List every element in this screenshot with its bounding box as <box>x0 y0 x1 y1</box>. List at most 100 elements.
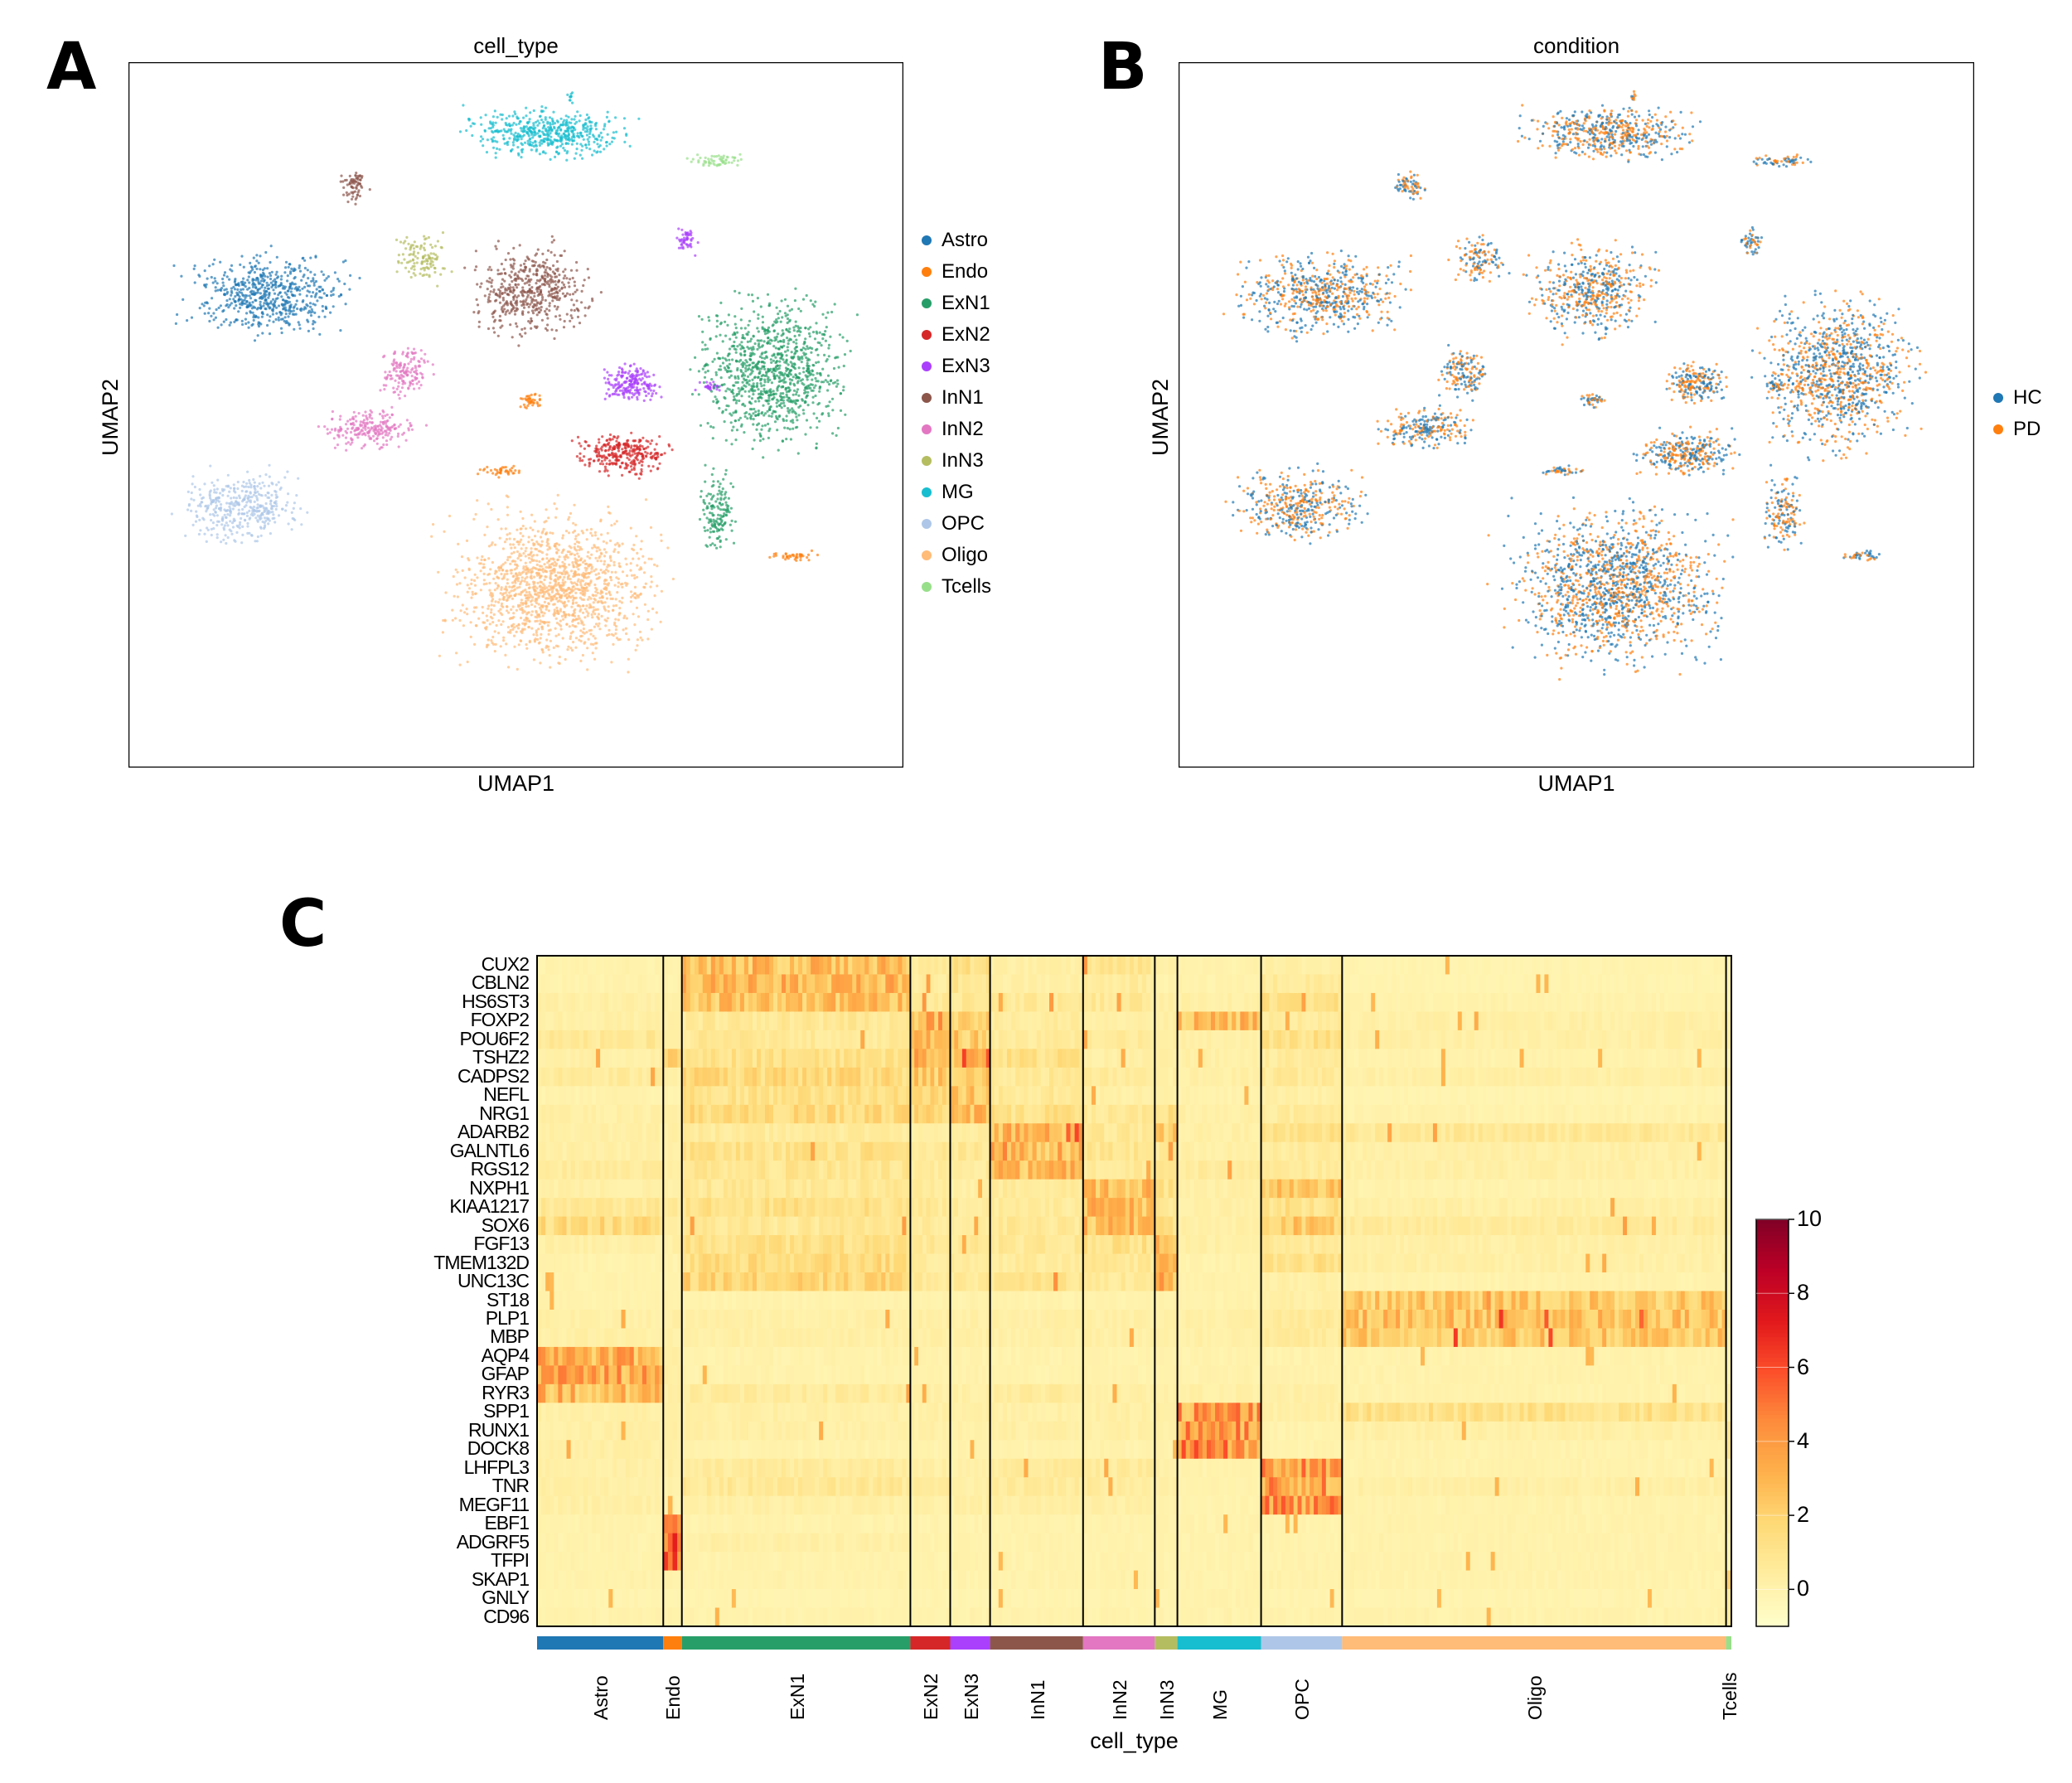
umap-point <box>784 387 787 390</box>
umap-point <box>512 298 516 301</box>
umap-point <box>255 510 259 513</box>
umap-point <box>538 394 541 397</box>
umap-point <box>242 283 245 287</box>
umap-point <box>767 326 771 329</box>
umap-point <box>381 409 385 413</box>
umap-point <box>719 514 723 517</box>
umap-point <box>713 155 716 158</box>
umap-point <box>733 398 737 401</box>
umap-point <box>545 328 549 332</box>
umap-point <box>602 128 606 131</box>
umap-point <box>272 320 275 323</box>
umap-point <box>264 298 268 302</box>
umap-point <box>721 340 724 343</box>
umap-point <box>750 397 754 400</box>
umap-point <box>813 304 816 308</box>
umap-point <box>204 301 207 304</box>
umap-point <box>536 248 540 251</box>
umap-point <box>645 375 649 379</box>
umap-point <box>312 319 315 323</box>
umap-point <box>229 487 232 490</box>
umap-point <box>273 301 276 304</box>
umap-point <box>246 305 249 308</box>
umap-point <box>760 345 763 348</box>
umap-point <box>272 305 275 308</box>
umap-point <box>591 153 594 157</box>
umap-point <box>550 235 554 238</box>
umap-point <box>806 346 810 351</box>
umap-point <box>538 141 541 144</box>
umap-point <box>246 497 249 500</box>
umap-point <box>597 459 600 463</box>
umap-point <box>732 541 736 545</box>
umap-point <box>550 288 554 292</box>
umap-point <box>694 356 697 359</box>
umap-point <box>821 367 825 371</box>
umap-point <box>627 638 631 642</box>
umap-point <box>743 390 747 393</box>
umap-point <box>573 157 576 160</box>
umap-point <box>777 448 780 452</box>
umap-point <box>555 259 559 264</box>
umap-point <box>585 604 588 608</box>
umap-point <box>553 502 556 506</box>
umap-point <box>268 496 271 500</box>
umap-point <box>555 146 559 149</box>
umap-point <box>619 455 622 458</box>
umap-point <box>574 290 577 293</box>
umap-point <box>594 590 598 594</box>
umap-point <box>777 347 781 351</box>
umap-point <box>540 540 544 543</box>
umap-point <box>180 274 183 278</box>
umap-point <box>498 314 501 317</box>
umap-point <box>767 304 771 308</box>
umap-point <box>586 130 589 133</box>
umap-point <box>566 150 569 153</box>
umap-point <box>685 157 689 160</box>
umap-point <box>681 247 685 250</box>
umap-point <box>292 269 295 273</box>
umap-point <box>546 323 549 327</box>
umap-point <box>816 426 819 429</box>
umap-point <box>517 294 520 298</box>
umap-point <box>719 497 723 500</box>
umap-point <box>489 122 492 125</box>
umap-point <box>611 136 614 139</box>
umap-point <box>785 369 788 372</box>
umap-point <box>824 379 827 382</box>
umap-point <box>566 93 569 96</box>
umap-point <box>770 414 773 418</box>
umap-point <box>211 297 214 300</box>
umap-point <box>274 273 278 276</box>
umap-point <box>523 405 527 409</box>
umap-point <box>775 414 778 418</box>
umap-point <box>606 438 609 442</box>
umap-point <box>726 156 729 159</box>
umap-point <box>268 463 271 467</box>
umap-point <box>526 293 530 297</box>
umap-point <box>514 112 517 116</box>
umap-point <box>604 381 608 385</box>
umap-point <box>728 347 732 351</box>
umap-point <box>615 462 618 465</box>
umap-point <box>576 132 579 135</box>
umap-point <box>494 156 497 159</box>
umap-point <box>458 130 462 133</box>
umap-point <box>654 452 657 455</box>
umap-point <box>516 550 519 554</box>
umap-point <box>599 551 603 555</box>
umap-point <box>298 266 301 269</box>
umap-point <box>252 493 255 497</box>
umap-point <box>724 521 727 525</box>
umap-point <box>328 431 332 434</box>
umap-point <box>384 376 387 380</box>
umap-point <box>554 290 559 293</box>
umap-point <box>561 292 565 295</box>
umap-point <box>504 287 507 290</box>
umap-point <box>352 417 356 421</box>
umap-point <box>383 429 386 433</box>
umap-point <box>731 358 734 361</box>
umap-point <box>656 564 659 568</box>
umap-point <box>761 424 764 428</box>
umap-point <box>269 502 273 506</box>
